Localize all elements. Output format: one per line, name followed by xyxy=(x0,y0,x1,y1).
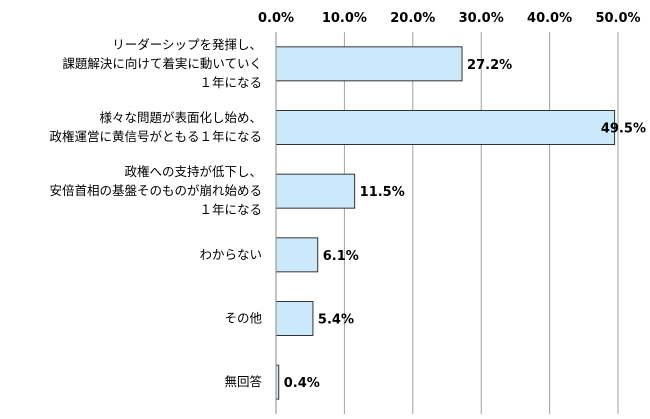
gridlines xyxy=(343,32,619,414)
bar xyxy=(275,301,314,336)
data-label: 6.1% xyxy=(323,249,359,264)
category-label-line: リーダーシップを発揮し、 xyxy=(112,37,262,52)
category-label-line: １年になる xyxy=(199,75,262,90)
category-label: 様々な問題が表面化し始め、政権運営に黄信号がともる１年になる xyxy=(49,110,262,144)
bar xyxy=(275,237,319,273)
category-label-line: 政権運営に黄信号がともる１年になる xyxy=(49,129,262,144)
data-label: 11.5% xyxy=(360,185,405,200)
category-label-line: 様々な問題が表面化し始め、 xyxy=(99,110,262,125)
data-label: 5.4% xyxy=(318,313,354,328)
data-label: 0.4% xyxy=(284,376,320,391)
x-tick-label: 50.0% xyxy=(595,11,640,26)
x-tick-label: 20.0% xyxy=(390,11,435,26)
value-labels: 27.2% 49.5% 11.5% 6.1% 5.4% 0.4% xyxy=(284,58,646,391)
bars xyxy=(275,46,616,400)
data-label: 27.2% xyxy=(467,58,512,73)
category-label-line: 無回答 xyxy=(224,374,262,389)
category-label: 無回答 xyxy=(224,374,262,389)
x-axis-ticks: 0.0% 10.0% 20.0% 30.0% 40.0% 50.0% xyxy=(258,11,641,26)
bar xyxy=(275,110,616,145)
category-label-line: 安倍首相の基盤そのものが崩れ始める xyxy=(49,183,262,198)
category-label: その他 xyxy=(224,311,262,326)
category-label: わからない xyxy=(199,247,262,262)
x-tick-label: 0.0% xyxy=(258,11,294,26)
bar xyxy=(275,46,463,82)
category-label: リーダーシップを発揮し、課題解決に向けて着実に動いていく １年になる xyxy=(62,37,262,90)
bar xyxy=(275,173,356,209)
category-label-line: 課題解決に向けて着実に動いていく xyxy=(62,56,262,71)
x-tick-label: 40.0% xyxy=(527,11,572,26)
category-label-line: その他 xyxy=(224,311,262,326)
x-tick-label: 30.0% xyxy=(459,11,504,26)
category-label-line: わからない xyxy=(199,247,262,262)
category-label: 政権への支持が低下し、安倍首相の基盤そのものが崩れ始める １年になる xyxy=(49,164,262,217)
x-tick-label: 10.0% xyxy=(322,11,367,26)
category-label-line: １年になる xyxy=(199,202,262,217)
category-label-line: 政権への支持が低下し、 xyxy=(124,164,262,179)
data-label: 49.5% xyxy=(601,122,646,137)
category-labels: リーダーシップを発揮し、課題解決に向けて着実に動いていく１年になる様々な問題が表… xyxy=(49,37,262,389)
